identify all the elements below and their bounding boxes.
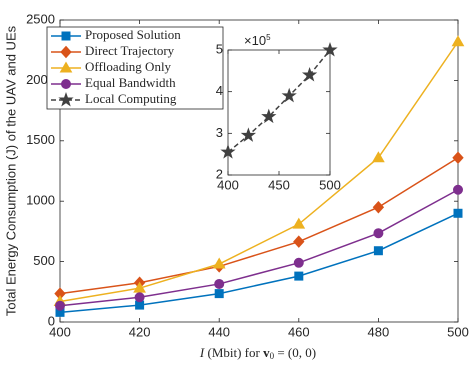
marker [55, 300, 65, 311]
marker [373, 228, 384, 239]
legend-label: Direct Trajectory [85, 43, 175, 58]
marker [293, 257, 304, 268]
marker [133, 281, 146, 293]
legend-label: Equal Bandwidth [85, 75, 176, 90]
marker [61, 79, 71, 89]
series-line [59, 189, 459, 307]
x-tick-label: 400 [49, 324, 71, 339]
marker [372, 151, 385, 163]
inset-multiplier: ×105 [244, 33, 271, 48]
y-tick-label: 0 [48, 313, 55, 328]
marker [60, 45, 72, 59]
marker [453, 208, 463, 218]
x-tick-label: 450 [268, 177, 290, 192]
x-tick-label: 420 [129, 324, 151, 339]
x-tick-label: 460 [288, 324, 310, 339]
series-line [59, 212, 459, 314]
marker [59, 61, 73, 73]
x-tick-label: 500 [447, 324, 469, 339]
marker [214, 278, 225, 289]
multiplier-base: ×10 [244, 33, 266, 48]
legend-label: Offloading Only [85, 59, 172, 74]
marker [240, 127, 257, 142]
y-tick-label: 2500 [26, 11, 55, 26]
y-tick-label: 1500 [26, 132, 55, 147]
y-tick-label: 500 [33, 253, 55, 268]
marker [294, 271, 304, 281]
legend-label: Local Computing [85, 91, 177, 106]
series-line [227, 49, 331, 153]
marker [261, 108, 277, 124]
x-tick-label: 480 [368, 324, 390, 339]
plot-area [227, 49, 331, 176]
x-tick-label: 500 [319, 177, 341, 192]
marker [135, 300, 145, 310]
marker [212, 257, 226, 269]
x-tick-label: 400 [217, 177, 239, 192]
marker [453, 184, 463, 195]
y-tick-label: 3 [216, 125, 223, 140]
y-tick-label: 1000 [26, 193, 55, 208]
marker [322, 41, 338, 57]
marker [452, 151, 464, 164]
marker [301, 66, 318, 82]
marker [372, 200, 385, 214]
x-axis-label: I (Mbit) for v0 = (0, 0) [199, 345, 316, 361]
marker [281, 87, 297, 103]
marker [58, 91, 74, 107]
marker [451, 35, 465, 47]
marker [214, 289, 224, 299]
marker [373, 246, 383, 256]
x-tick-label: 440 [208, 324, 230, 339]
marker [61, 31, 71, 41]
marker [220, 144, 236, 159]
marker [134, 292, 145, 303]
marker [293, 235, 305, 248]
y-axis-label: Total Energy Consumption (J) of the UAV … [3, 25, 18, 316]
y-tick-label: 4 [216, 83, 223, 98]
series-line [59, 41, 459, 303]
series-line [59, 157, 459, 295]
legend-label: Proposed Solution [85, 27, 181, 42]
marker [292, 217, 306, 229]
multiplier-exponent: 5 [266, 33, 271, 42]
y-tick-label: 2 [216, 166, 223, 181]
y-tick-label: 5 [216, 41, 223, 56]
